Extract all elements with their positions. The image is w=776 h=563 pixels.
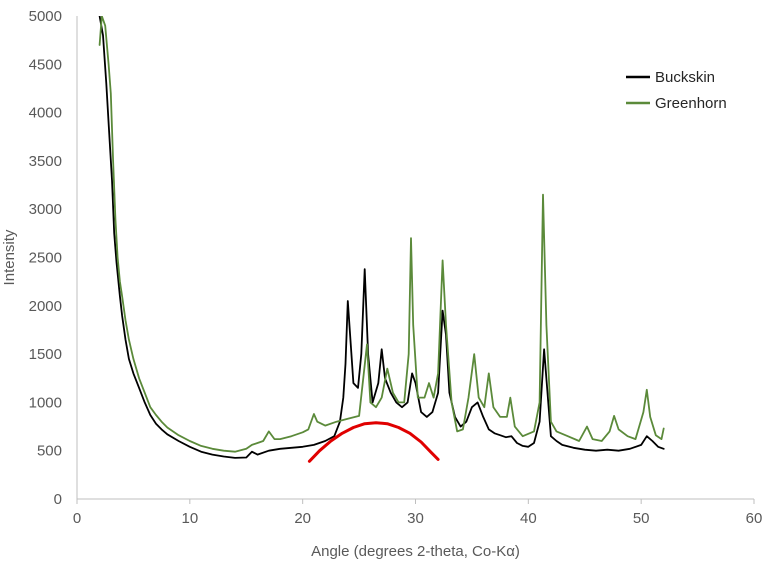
- y-axis-title: Intensity: [1, 229, 18, 285]
- amorphous-hump-curve: [307, 421, 440, 463]
- y-tick-label: 2000: [29, 298, 62, 315]
- legend: Buckskin Greenhorn: [626, 69, 727, 112]
- y-tick-label: 1000: [29, 394, 62, 411]
- x-tick-label: 10: [181, 510, 198, 527]
- x-tick-label: 20: [294, 510, 311, 527]
- y-tick-label: 4000: [29, 105, 62, 122]
- legend-label-greenhorn: Greenhorn: [655, 95, 727, 112]
- y-tick-label: 1500: [29, 346, 62, 363]
- x-tick-label: 0: [73, 510, 81, 527]
- x-tick-labels: 0 10 20 30 40 50 60: [73, 499, 763, 527]
- x-tick-label: 60: [746, 510, 763, 527]
- y-tick-label: 500: [37, 443, 62, 460]
- x-tick-label: 40: [520, 510, 537, 527]
- x-tick-label: 30: [407, 510, 424, 527]
- y-tick-label: 3500: [29, 153, 62, 170]
- series-line-buckskin: [98, 16, 665, 459]
- y-tick-label: 0: [54, 491, 62, 508]
- y-tick-label: 3000: [29, 201, 62, 218]
- x-tick-label: 50: [633, 510, 650, 527]
- series-line-greenhorn: [98, 16, 665, 453]
- legend-label-buckskin: Buckskin: [655, 69, 715, 86]
- y-tick-label: 5000: [29, 8, 62, 25]
- y-tick-label: 4500: [29, 56, 62, 73]
- x-axis-title: Angle (degrees 2-theta, Co-Kα): [311, 543, 520, 560]
- y-tick-labels: 0 500 1000 1500 2000 2500 3000 3500 4000 4500 5000: [29, 8, 62, 508]
- plot-area: [98, 16, 665, 463]
- y-tick-label: 2500: [29, 250, 62, 267]
